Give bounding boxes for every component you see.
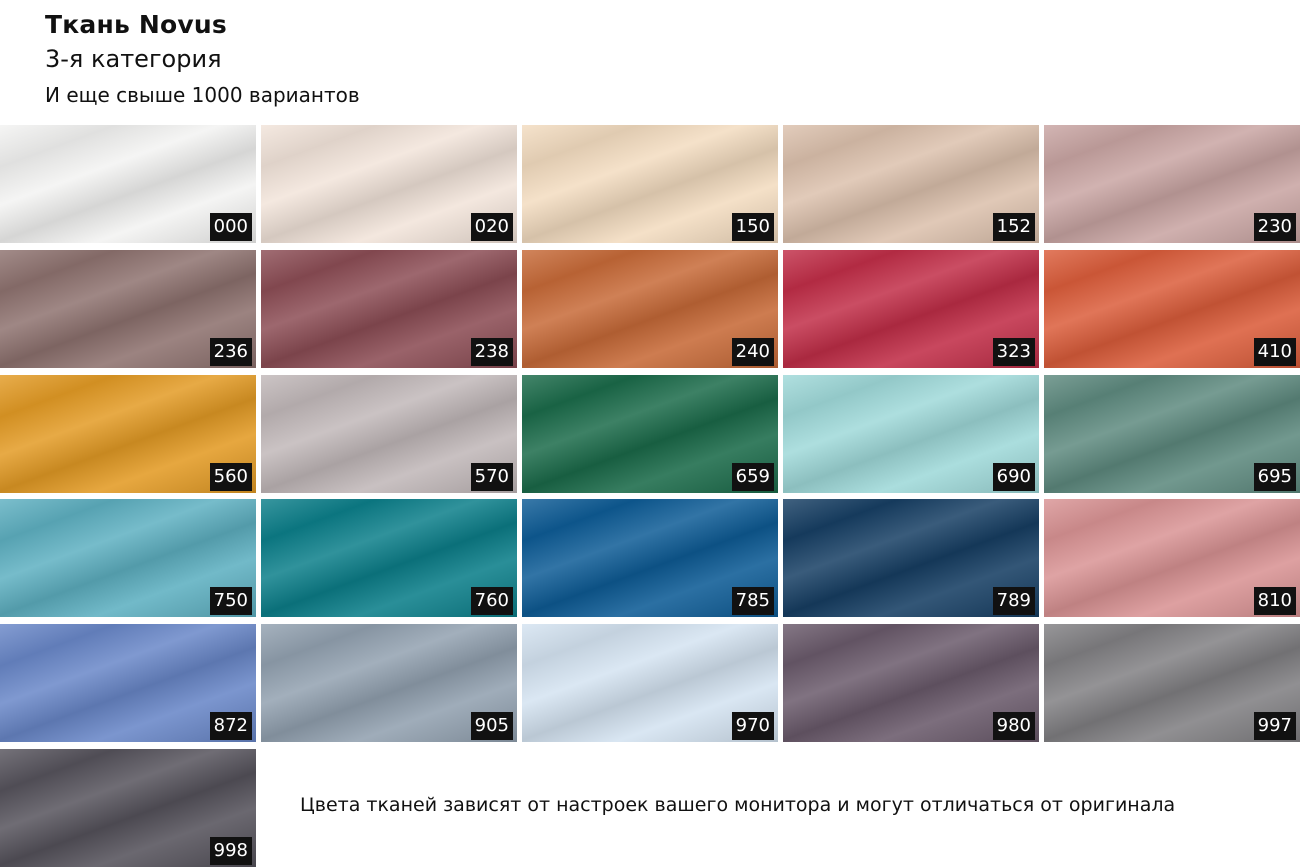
swatch-code: 997 — [1253, 712, 1296, 741]
fabric-swatch-695[interactable]: 695 — [1044, 374, 1300, 493]
fabric-swatch-020[interactable]: 020 — [261, 125, 517, 243]
fabric-swatch-659[interactable]: 659 — [522, 374, 778, 493]
fabric-swatch-980[interactable]: 980 — [783, 624, 1039, 743]
fabric-swatch-570[interactable]: 570 — [261, 374, 517, 493]
fabric-swatch-905[interactable]: 905 — [261, 624, 517, 743]
swatch-code: 659 — [731, 462, 774, 491]
swatch-code: 872 — [209, 712, 252, 741]
swatch-code: 570 — [470, 462, 513, 491]
swatch-code: 230 — [1253, 213, 1296, 241]
swatch-code: 970 — [731, 712, 774, 741]
swatch-code: 000 — [209, 213, 252, 241]
fabric-swatch-970[interactable]: 970 — [522, 624, 778, 743]
fabric-swatch-785[interactable]: 785 — [522, 499, 778, 618]
swatch-code: 980 — [992, 712, 1035, 741]
fabric-swatch-410[interactable]: 410 — [1044, 249, 1300, 368]
swatch-code: 560 — [209, 462, 252, 491]
variants-note: И еще свыше 1000 вариантов — [45, 83, 360, 107]
fabric-swatch-789[interactable]: 789 — [783, 499, 1039, 618]
fabric-swatch-750[interactable]: 750 — [0, 499, 256, 618]
fabric-swatch-238[interactable]: 238 — [261, 249, 517, 368]
swatch-code: 150 — [731, 213, 774, 241]
swatch-code: 695 — [1253, 462, 1296, 491]
fabric-swatch-560[interactable]: 560 — [0, 374, 256, 493]
swatch-code: 323 — [992, 337, 1035, 366]
fabric-swatch-240[interactable]: 240 — [522, 249, 778, 368]
swatch-code: 750 — [209, 587, 252, 616]
fabric-swatch-236[interactable]: 236 — [0, 249, 256, 368]
swatch-code: 238 — [470, 337, 513, 366]
swatch-code: 760 — [470, 587, 513, 616]
swatch-code: 905 — [470, 712, 513, 741]
swatch-code: 410 — [1253, 337, 1296, 366]
fabric-swatch-760[interactable]: 760 — [261, 499, 517, 618]
fabric-swatch-690[interactable]: 690 — [783, 374, 1039, 493]
fabric-swatch-000[interactable]: 000 — [0, 125, 256, 243]
swatch-code: 240 — [731, 337, 774, 366]
swatch-code: 690 — [992, 462, 1035, 491]
swatch-code: 236 — [209, 337, 252, 366]
fabric-swatch-872[interactable]: 872 — [0, 624, 256, 743]
fabric-swatch-150[interactable]: 150 — [522, 125, 778, 243]
fabric-swatch-323[interactable]: 323 — [783, 249, 1039, 368]
swatch-code: 998 — [209, 837, 252, 865]
fabric-swatch-997[interactable]: 997 — [1044, 624, 1300, 743]
fabric-swatch-810[interactable]: 810 — [1044, 499, 1300, 618]
page-title: Ткань Novus — [45, 10, 227, 39]
swatch-code: 020 — [470, 213, 513, 241]
fabric-swatch-998[interactable]: 998 — [0, 749, 256, 867]
swatch-code: 785 — [731, 587, 774, 616]
fabric-swatch-152[interactable]: 152 — [783, 125, 1039, 243]
swatch-code: 152 — [992, 213, 1035, 241]
disclaimer-text: Цвета тканей зависят от настроек вашего … — [300, 794, 1176, 816]
category-label: 3-я категория — [45, 45, 222, 73]
swatch-code: 810 — [1253, 587, 1296, 616]
swatch-code: 789 — [992, 587, 1035, 616]
fabric-swatch-230[interactable]: 230 — [1044, 125, 1300, 243]
